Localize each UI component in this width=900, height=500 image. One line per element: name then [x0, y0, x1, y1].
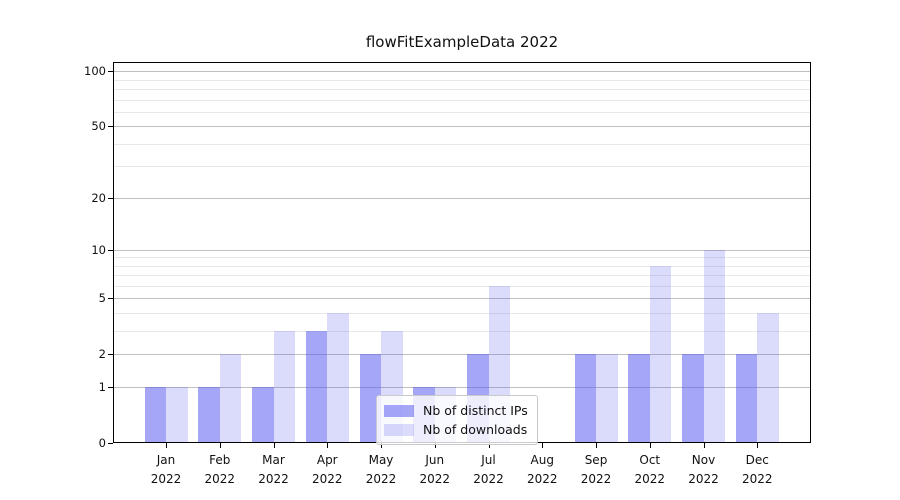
gridline-minor — [114, 257, 810, 259]
y-tick-label: 50 — [91, 119, 106, 134]
bar-distinct-ips — [735, 354, 758, 443]
bar-distinct-ips — [682, 354, 704, 443]
y-tick-label: 20 — [91, 190, 106, 205]
y-tick-mark — [108, 298, 113, 300]
bar-downloads — [703, 249, 725, 443]
y-tick-label: 10 — [91, 242, 106, 257]
bar-downloads — [596, 354, 618, 443]
y-tick-mark — [108, 442, 113, 444]
x-tick-mark — [757, 443, 759, 448]
y-tick-label: 100 — [84, 64, 106, 79]
bars-layer — [113, 62, 811, 443]
gridline-minor — [114, 331, 810, 333]
y-tick-mark — [108, 126, 113, 128]
plot-area: Nb of distinct IPs Nb of downloads — [113, 62, 811, 445]
gridline-minor — [114, 166, 810, 168]
x-tick-label: Feb 2022 — [204, 453, 236, 486]
gridline-minor — [114, 275, 810, 277]
gridline-major — [114, 126, 810, 128]
legend-swatch-distinct-ips — [384, 404, 414, 417]
y-tick-mark — [108, 71, 113, 73]
y-tick-mark — [108, 354, 113, 356]
x-tick-label: Jul 2022 — [473, 453, 504, 486]
bar-downloads — [757, 313, 779, 443]
x-tick-mark — [381, 443, 382, 448]
x-tick-mark — [327, 443, 329, 448]
x-tick-label: Sep 2022 — [580, 453, 612, 486]
x-tick-mark — [488, 443, 490, 448]
x-tick-mark — [273, 443, 275, 448]
gridline-major — [114, 71, 810, 73]
x-tick-label: Apr 2022 — [311, 453, 343, 486]
bar-downloads — [649, 265, 672, 443]
x-tick-mark — [649, 443, 651, 448]
gridline-minor — [114, 313, 810, 315]
x-tick-mark — [542, 443, 544, 448]
bar-distinct-ips — [252, 386, 274, 443]
gridline-minor — [114, 88, 810, 90]
legend: Nb of distinct IPs Nb of downloads — [376, 395, 538, 445]
x-tick-label: Jan 2022 — [150, 453, 182, 486]
bar-downloads — [327, 313, 349, 443]
bar-distinct-ips — [628, 354, 650, 443]
legend-label-downloads: Nb of downloads — [423, 422, 528, 437]
bar-distinct-ips — [574, 354, 596, 443]
gridline-minor — [114, 143, 810, 145]
bar-distinct-ips — [144, 386, 166, 443]
grid-layer — [113, 62, 811, 443]
x-tick-mark — [596, 443, 597, 448]
x-tick-label: May 2022 — [365, 453, 397, 486]
y-tick-label: 5 — [98, 291, 106, 306]
y-tick-label: 1 — [98, 379, 106, 394]
bar-distinct-ips — [198, 386, 220, 443]
bar-downloads — [273, 331, 295, 443]
bar-downloads — [219, 354, 242, 443]
gridline-major — [114, 249, 810, 251]
gridline-minor — [114, 99, 810, 101]
x-tick-label: Mar 2022 — [258, 453, 289, 486]
gridline-major — [114, 298, 810, 300]
legend-swatch-downloads — [384, 423, 414, 436]
legend-label-distinct-ips: Nb of distinct IPs — [423, 403, 528, 418]
x-tick-label: Aug 2022 — [526, 453, 558, 486]
bar-downloads — [166, 386, 188, 443]
y-tick-mark — [108, 249, 113, 251]
x-tick-label: Oct 2022 — [634, 453, 666, 486]
y-tick-mark — [108, 197, 113, 199]
x-tick-label: Nov 2022 — [688, 453, 719, 486]
legend-item-distinct-ips: Nb of distinct IPs — [384, 401, 528, 420]
x-tick-mark — [166, 443, 167, 448]
y-tick-label: 0 — [98, 435, 106, 450]
chart-title: flowFitExampleData 2022 — [365, 33, 559, 51]
gridline-major — [114, 386, 810, 388]
x-tick-mark — [219, 443, 221, 448]
gridline-minor — [114, 79, 810, 81]
x-tick-mark — [703, 443, 705, 448]
legend-item-downloads: Nb of downloads — [384, 420, 528, 439]
x-tick-label: Dec 2022 — [741, 453, 773, 486]
gridline-major — [114, 354, 810, 356]
gridline-minor — [114, 111, 810, 113]
bar-distinct-ips — [359, 354, 381, 443]
gridline-minor — [114, 286, 810, 288]
gridline-minor — [114, 265, 810, 267]
x-tick-label: Jun 2022 — [419, 453, 451, 486]
gridline-major — [114, 197, 810, 199]
bar-distinct-ips — [305, 331, 328, 443]
y-tick-label: 2 — [98, 347, 106, 362]
y-tick-mark — [108, 386, 113, 388]
x-tick-mark — [434, 443, 436, 448]
